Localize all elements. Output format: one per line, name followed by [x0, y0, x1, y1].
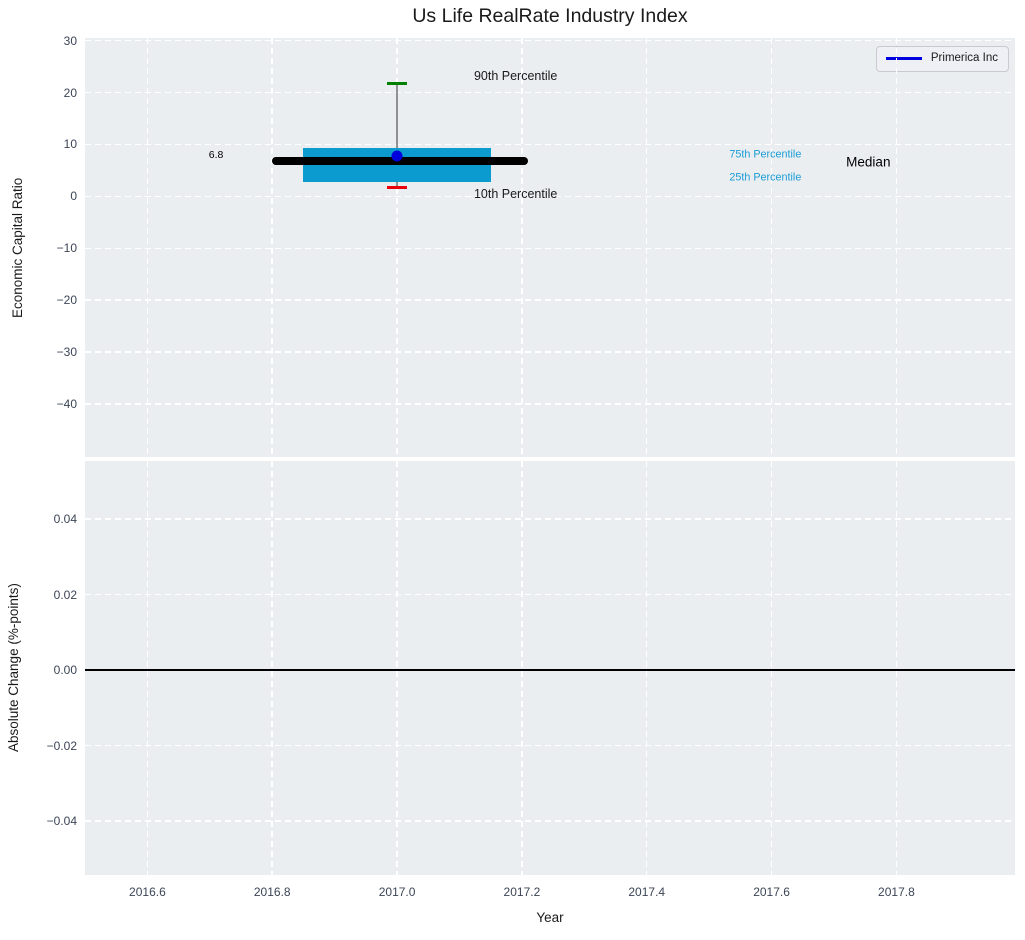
x-tick-label: 2017.8 [878, 885, 915, 899]
chart-title: Us Life RealRate Industry Index [412, 5, 688, 27]
bottom-axes [85, 461, 1015, 875]
y-tick-label: −30 [56, 345, 77, 360]
gridline [271, 461, 273, 875]
x-tick-label: 2017.4 [628, 885, 666, 899]
median-value-label: 6.8 [208, 148, 224, 161]
y-tick-label: 10 [63, 137, 77, 152]
x-tick-label: 2017.2 [503, 885, 541, 899]
gridline [85, 247, 1015, 250]
y-tick-label: −20 [56, 293, 77, 308]
y-tick-label: 20 [63, 85, 77, 100]
gridline [645, 38, 648, 457]
x-tick-label: 2017.0 [378, 885, 416, 899]
gridline [895, 461, 898, 875]
company-marker [391, 150, 403, 162]
zero-line [85, 669, 1015, 671]
gridline [85, 91, 1015, 94]
y-tick-label: 0.04 [53, 512, 77, 527]
legend-line-swatch [885, 57, 922, 61]
p75-label: 75th Percentile [729, 148, 802, 161]
gridline [770, 461, 773, 875]
gridline [85, 299, 1015, 301]
gridline [85, 143, 1015, 146]
gridline [770, 38, 773, 457]
y-tick-label: 30 [63, 33, 77, 48]
top-axes: Primerica Inc 6.8 90th Percentile 10th Per… [85, 38, 1015, 457]
median-label: Median [846, 153, 891, 169]
gridline [85, 518, 1015, 520]
gridline [521, 38, 523, 457]
gridline [85, 744, 1015, 747]
legend: Primerica Inc [875, 46, 1009, 72]
gridline [85, 403, 1015, 405]
gridline [85, 195, 1015, 198]
gridline [85, 593, 1015, 596]
gridline [146, 38, 149, 457]
y-tick-label: 0 [70, 189, 77, 204]
legend-label: Primerica Inc [930, 52, 998, 64]
gridline [271, 38, 273, 457]
p90-label: 90th Percentile [473, 68, 558, 83]
gridline [895, 38, 898, 457]
p90-cap [387, 81, 408, 85]
p10-cap [387, 185, 408, 189]
y-tick-label: 0.02 [53, 587, 77, 602]
y-tick-label: −10 [56, 241, 77, 256]
x-tick-label: 2017.6 [753, 885, 790, 899]
gridline [645, 461, 648, 875]
gridline [85, 39, 1015, 42]
whisker-line [396, 83, 398, 187]
y-tick-label: −0.02 [46, 738, 77, 753]
p10-label: 10th Percentile [473, 186, 558, 201]
x-tick-label: 2016.8 [253, 885, 291, 899]
gridline [85, 820, 1015, 822]
bottom-y-axis-label: Absolute Change (%-points) [6, 583, 21, 753]
y-tick-label: −0.04 [46, 814, 77, 829]
p25-label: 25th Percentile [729, 171, 802, 184]
median-line [272, 156, 529, 166]
y-tick-label: 0.00 [53, 663, 77, 678]
y-tick-label: −40 [56, 397, 77, 412]
gridline [396, 38, 398, 457]
gridline [521, 461, 523, 875]
gridline [396, 461, 398, 875]
x-axis-label: Year [536, 910, 564, 925]
gridline [146, 461, 149, 875]
gridline [85, 351, 1015, 353]
x-tick-label: 2016.6 [129, 885, 166, 899]
